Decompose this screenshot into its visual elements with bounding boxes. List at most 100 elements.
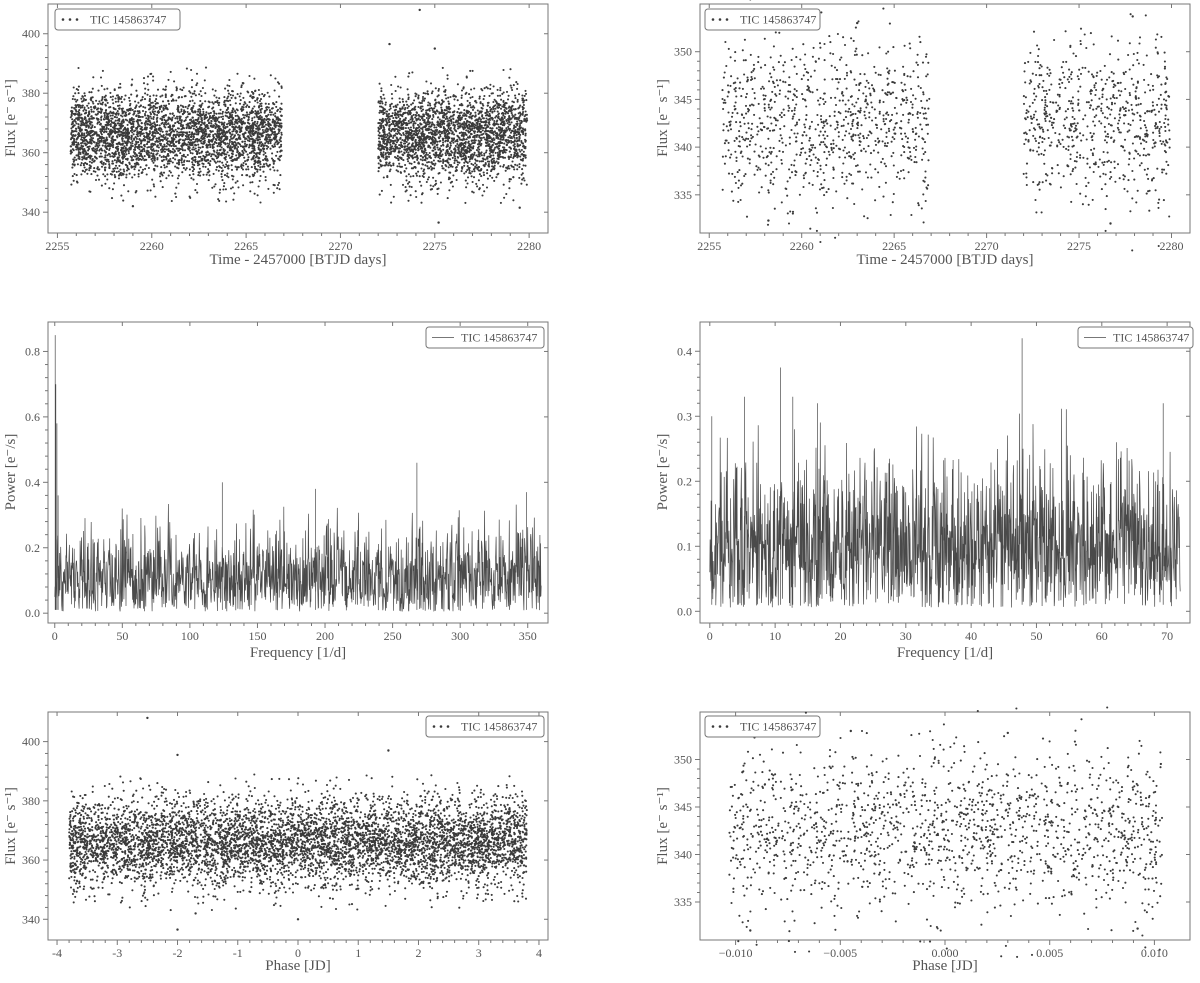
data-point: [109, 155, 112, 158]
data-point: [253, 154, 256, 157]
data-point: [444, 139, 448, 142]
data-point: [86, 172, 89, 175]
data-point: [100, 116, 103, 119]
data-point: [169, 133, 172, 136]
data-point: [277, 181, 281, 184]
data-point: [112, 167, 115, 170]
data-point: [137, 112, 140, 115]
data-point: [482, 157, 485, 160]
data-point: [142, 144, 146, 147]
data-point: [231, 118, 234, 121]
data-point: [519, 113, 522, 116]
data-point: [397, 170, 400, 173]
data-point: [238, 118, 242, 121]
data-point: [469, 96, 472, 99]
data-point: [465, 170, 468, 173]
data-point: [383, 133, 386, 136]
data-point: [516, 87, 519, 90]
data-point: [199, 90, 202, 93]
data-point: [405, 167, 408, 170]
data-point: [465, 138, 468, 141]
data-point: [455, 159, 458, 162]
data-point: [245, 174, 248, 177]
data-point: [198, 108, 202, 111]
data-point: [401, 138, 404, 142]
data-point: [448, 177, 452, 180]
data-point: [402, 133, 405, 136]
data-point: [174, 165, 177, 168]
data-point: [226, 151, 229, 154]
data-point: [87, 133, 90, 136]
data-point: [156, 116, 159, 119]
data-point: [135, 104, 138, 107]
data-point: [199, 110, 202, 113]
data-point: [442, 137, 445, 140]
data-point: [94, 178, 98, 182]
data-point: [170, 199, 173, 203]
data-point: [450, 122, 453, 125]
data-point: [474, 100, 477, 103]
data-point: [250, 90, 254, 93]
data-point: [494, 146, 497, 149]
data-point: [471, 153, 474, 156]
data-point: [425, 111, 428, 114]
data-point: [473, 115, 477, 118]
data-point: [205, 111, 208, 114]
data-point: [522, 150, 525, 153]
data-point: [193, 148, 196, 151]
data-point: [505, 90, 509, 93]
data-point: [80, 162, 83, 165]
data-point: [463, 112, 466, 115]
data-point: [399, 165, 402, 168]
data-point: [483, 152, 486, 155]
data-point: [480, 87, 483, 91]
data-point: [267, 102, 270, 106]
data-point: [414, 190, 417, 193]
data-point: [468, 115, 471, 119]
data-point: [118, 104, 121, 107]
data-point: [259, 166, 262, 169]
data-point: [148, 100, 151, 103]
data-point: [523, 179, 526, 182]
data-point: [257, 135, 260, 139]
data-point: [269, 147, 272, 150]
data-point: [394, 75, 397, 78]
data-point: [484, 151, 488, 154]
data-point: [465, 129, 468, 132]
data-point: [414, 116, 417, 119]
data-point: [429, 165, 432, 168]
data-point: [272, 137, 275, 140]
data-point: [196, 150, 199, 153]
data-point: [83, 106, 86, 109]
data-point: [475, 154, 478, 157]
data-point: [424, 155, 427, 158]
data-point: [521, 178, 524, 181]
data-point: [168, 162, 171, 165]
data-point: [393, 155, 397, 159]
data-point: [508, 178, 511, 181]
data-point: [264, 123, 268, 126]
data-point: [219, 112, 222, 115]
data-point: [449, 95, 452, 99]
data-point: [84, 136, 87, 139]
data-point: [516, 100, 519, 103]
data-point: [400, 150, 403, 153]
data-point: [72, 86, 75, 89]
data-point: [100, 118, 103, 121]
data-point: [279, 110, 282, 113]
data-point: [222, 188, 225, 191]
data-point: [446, 197, 449, 200]
data-point: [71, 166, 74, 169]
data-point: [236, 126, 239, 129]
data-point: [89, 157, 92, 160]
data-point: [509, 139, 513, 142]
data-point: [215, 168, 218, 171]
data-point: [149, 113, 153, 116]
data-point: [167, 174, 170, 177]
data-point: [234, 111, 237, 114]
data-point: [209, 160, 212, 163]
data-point: [158, 126, 162, 130]
data-point: [186, 110, 189, 114]
data-point: [411, 119, 414, 123]
data-point: [80, 132, 84, 135]
